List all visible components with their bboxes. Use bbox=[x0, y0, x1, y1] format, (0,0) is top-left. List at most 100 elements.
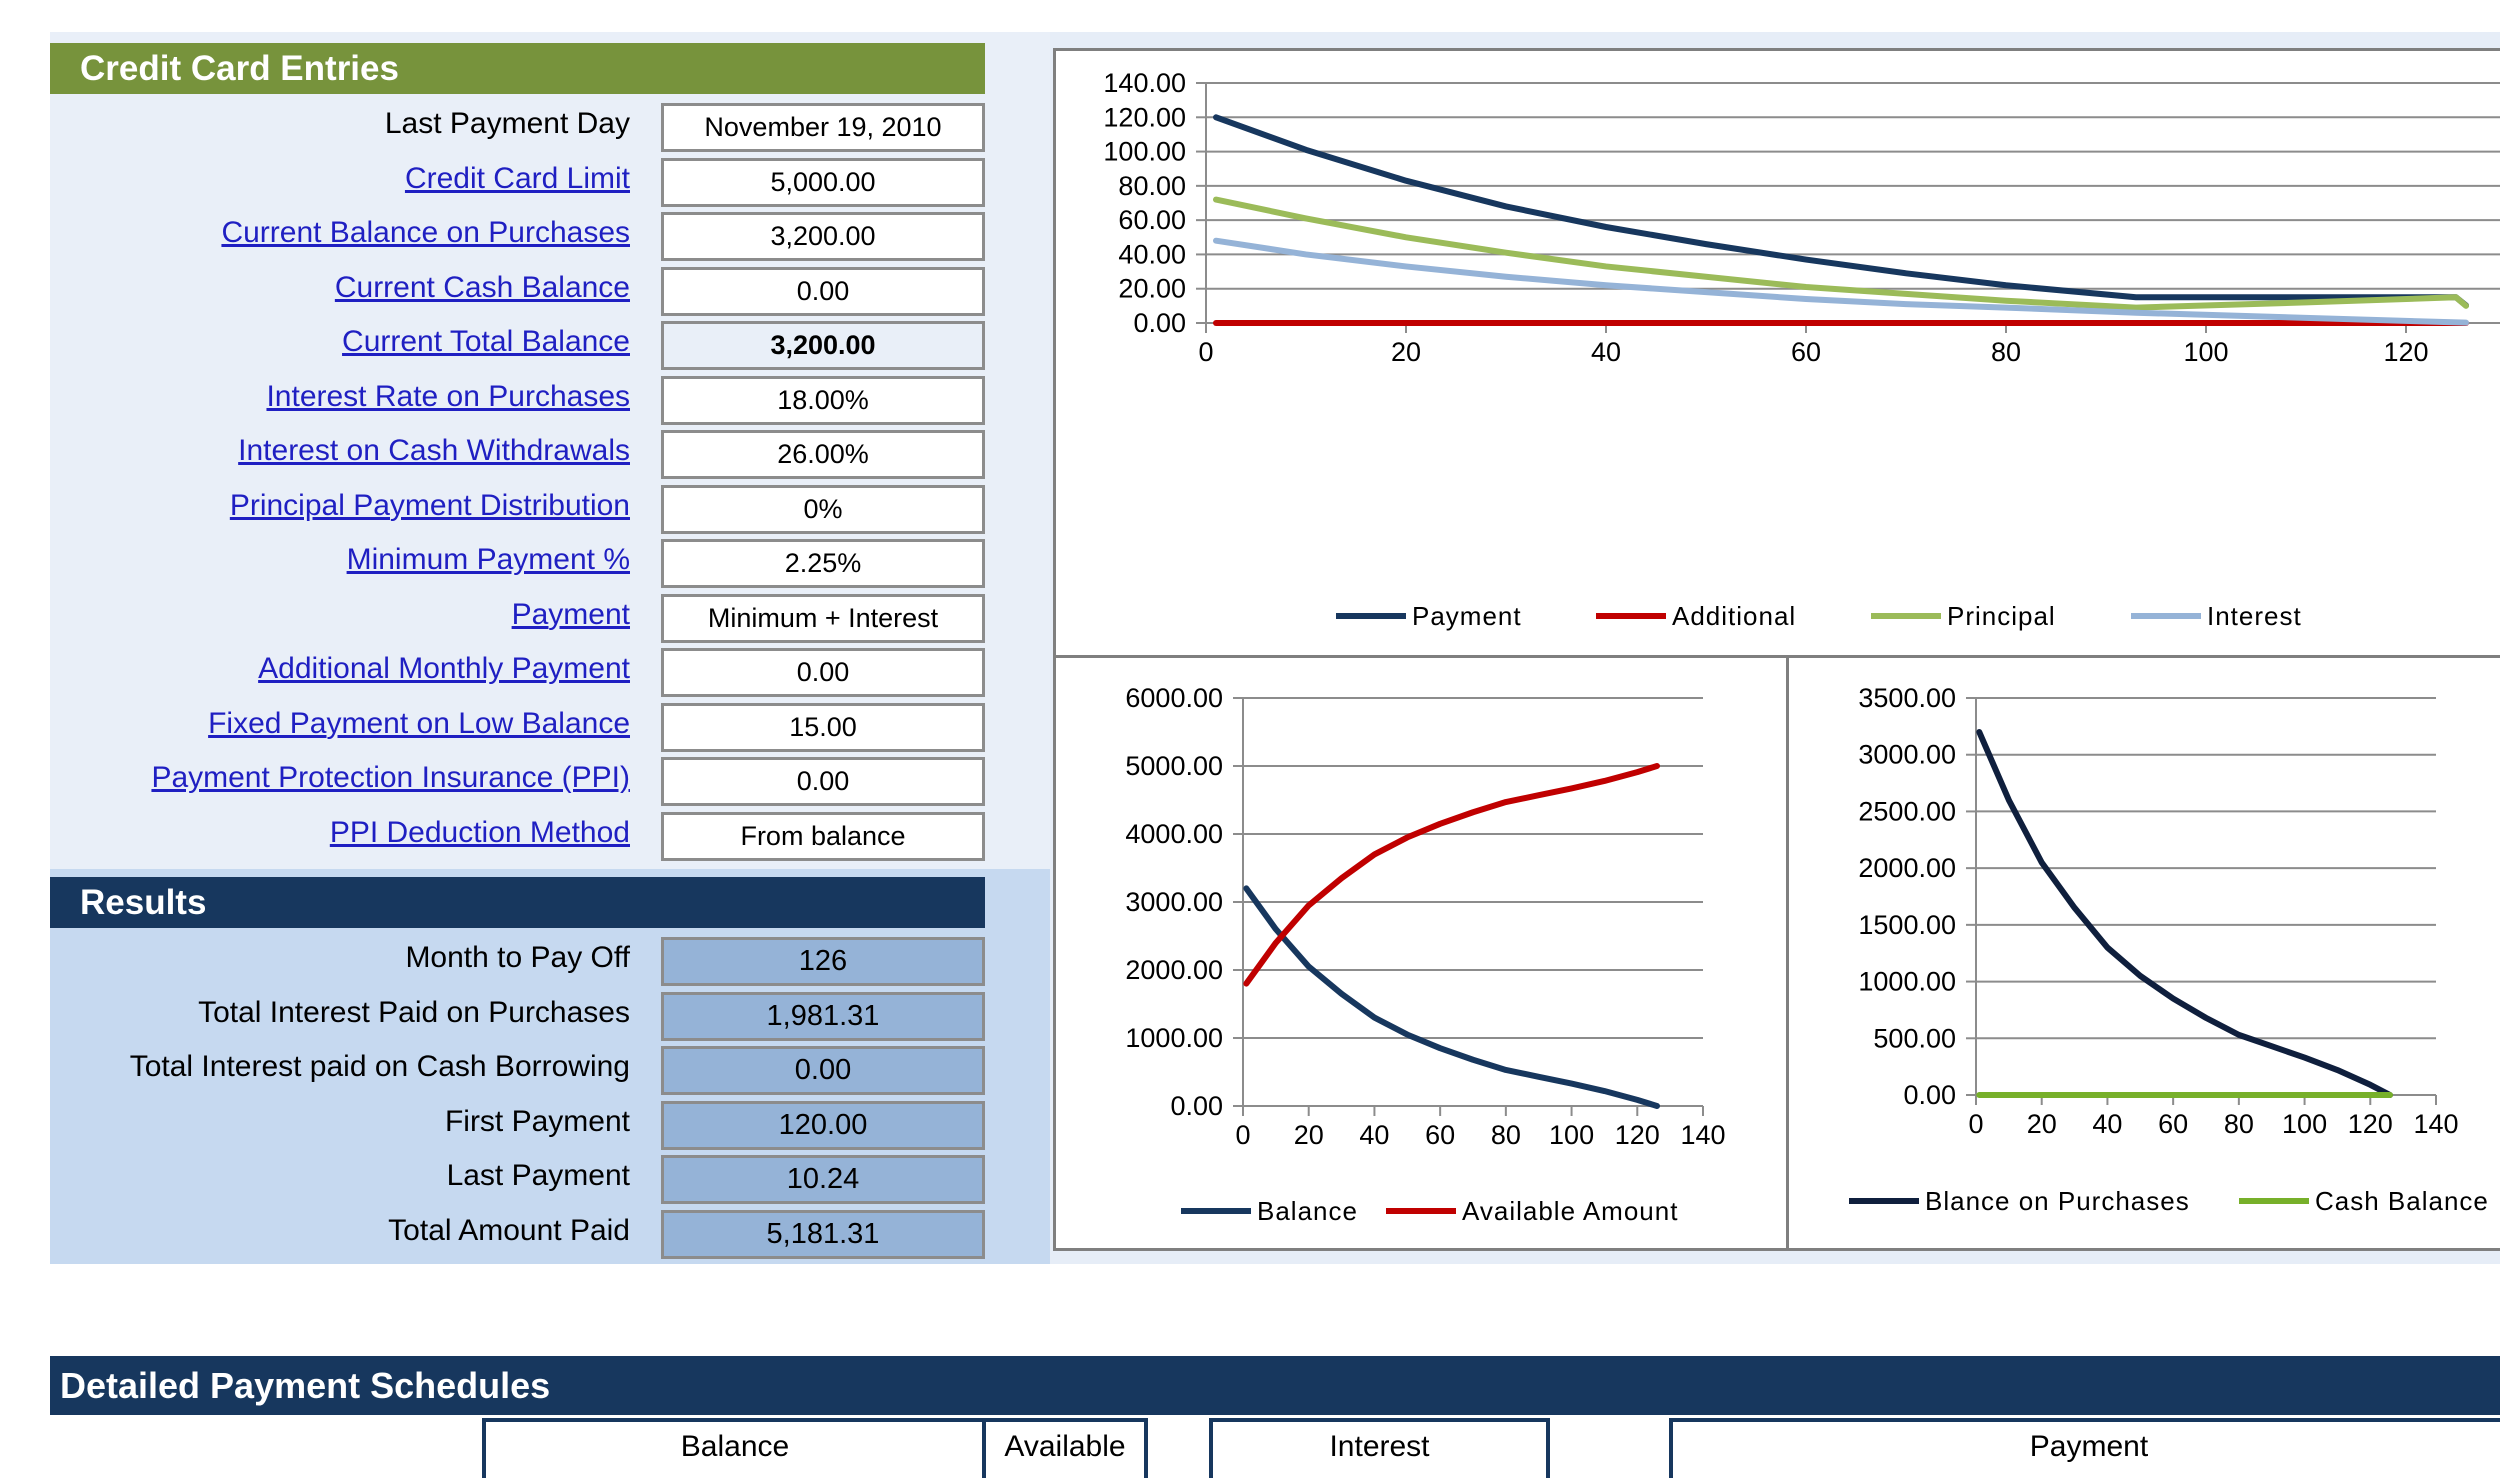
balance-available-chart: 0.00 1000.00 2000.00 3000.00 4000.00 5000.00 6… bbox=[1125, 683, 1725, 1226]
purchases-cash-chart: 0.00 500.00 1000.00 1500.00 2000.00 2500.00 30… bbox=[1849, 683, 2489, 1216]
result-label: First Payment bbox=[444, 1104, 630, 1138]
legend-label: Payment bbox=[1412, 601, 1522, 631]
entry-value-field[interactable]: 0.00 bbox=[661, 648, 985, 697]
legend-label: Blance on Purchases bbox=[1925, 1186, 2190, 1216]
y-tick-label: 6000.00 bbox=[1125, 683, 1223, 713]
result-label: Total Interest paid on Cash Borrowing bbox=[129, 1050, 630, 1083]
x-tick-label: 80 bbox=[2224, 1109, 2254, 1139]
entry-label[interactable]: Fixed Payment on Low Balance bbox=[208, 706, 630, 740]
schedule-section-header: Detailed Payment Schedules bbox=[50, 1356, 2500, 1415]
schedule-column-payment[interactable]: Payment bbox=[1669, 1418, 2500, 1478]
schedule-column-interest[interactable]: Interest bbox=[1209, 1418, 1550, 1478]
entry-label: Last Payment Day bbox=[384, 107, 630, 140]
schedule-column-available[interactable]: Available bbox=[982, 1418, 1148, 1478]
purchases-cash-chart-panel: 0.00 500.00 1000.00 1500.00 2000.00 2500.00 30… bbox=[1786, 655, 2500, 1251]
x-tick-label: 80 bbox=[1991, 337, 2021, 367]
legend-label: Principal bbox=[1947, 601, 2056, 631]
entry-value-field[interactable]: 0.00 bbox=[661, 757, 985, 806]
x-tick-label: 60 bbox=[1425, 1120, 1455, 1150]
entry-value-field[interactable]: 0% bbox=[661, 484, 985, 534]
y-tick-label: 40.00 bbox=[1118, 239, 1186, 269]
y-tick-label: 140.00 bbox=[1103, 68, 1186, 98]
x-tick-label: 40 bbox=[1359, 1120, 1389, 1150]
entry-label[interactable]: Current Balance on Purchases bbox=[221, 216, 630, 249]
series-line-balance bbox=[1243, 885, 1660, 1109]
series-line-payment bbox=[1213, 114, 2469, 309]
x-tick-label: 20 bbox=[1391, 337, 1421, 367]
x-tick-label: 120 bbox=[2383, 337, 2428, 367]
result-value: 120.00 bbox=[661, 1100, 985, 1150]
entry-label[interactable]: Interest on Cash Withdrawals bbox=[238, 434, 630, 467]
y-tick-label: 0.00 bbox=[1903, 1080, 1956, 1110]
entry-label[interactable]: Minimum Payment % bbox=[346, 543, 630, 576]
entry-label[interactable]: Current Cash Balance bbox=[334, 270, 630, 304]
y-tick-label: 120.00 bbox=[1103, 102, 1186, 132]
payment-breakdown-chart: 0.00 20.00 40.00 60.00 80.00 100.00 120.00 140.… bbox=[1103, 68, 2500, 631]
entry-value-field[interactable]: 2.25% bbox=[661, 539, 985, 588]
x-tick-label: 60 bbox=[1791, 337, 1821, 367]
y-tick-label: 2000.00 bbox=[1125, 955, 1223, 985]
x-tick-label: 120 bbox=[1615, 1120, 1660, 1150]
entry-value-field[interactable]: 5,000.00 bbox=[661, 157, 985, 207]
result-label: Total Interest Paid on Purchases bbox=[198, 995, 630, 1029]
x-tick-label: 20 bbox=[1294, 1120, 1324, 1150]
entry-label[interactable]: Principal Payment Distribution bbox=[229, 488, 630, 522]
entry-value-field[interactable]: Minimum + Interest bbox=[661, 593, 985, 643]
y-tick-label: 5000.00 bbox=[1125, 751, 1223, 781]
x-tick-label: 40 bbox=[1591, 337, 1621, 367]
legend-label: Cash Balance bbox=[2315, 1186, 2489, 1216]
y-tick-label: 2000.00 bbox=[1858, 853, 1956, 883]
results-section-header: Results bbox=[50, 877, 985, 928]
y-tick-label: 0.00 bbox=[1133, 308, 1186, 338]
series-line-interest bbox=[1213, 237, 2469, 326]
y-tick-label: 0.00 bbox=[1170, 1091, 1223, 1121]
entry-value-field[interactable]: 15.00 bbox=[661, 702, 985, 752]
series-line-blance-on-purchases bbox=[1976, 729, 2393, 1098]
result-label: Last Payment bbox=[446, 1159, 630, 1192]
x-tick-label: 100 bbox=[2282, 1109, 2327, 1139]
y-tick-label: 100.00 bbox=[1103, 137, 1186, 167]
entry-label[interactable]: Payment bbox=[511, 597, 630, 631]
legend-label: Available Amount bbox=[1462, 1196, 1678, 1226]
entry-value-field[interactable]: 18.00% bbox=[661, 375, 985, 425]
entry-value-field[interactable]: 0.00 bbox=[661, 266, 985, 316]
y-tick-label: 500.00 bbox=[1873, 1023, 1956, 1053]
result-label: Month to Pay Off bbox=[405, 941, 630, 974]
x-tick-label: 0 bbox=[1968, 1109, 1983, 1139]
y-tick-label: 3500.00 bbox=[1858, 683, 1956, 713]
legend-label: Interest bbox=[2207, 601, 2302, 631]
schedule-column-balance[interactable]: Balance bbox=[482, 1418, 988, 1478]
entry-value-field[interactable]: 26.00% bbox=[661, 430, 985, 479]
result-value: 5,181.31 bbox=[661, 1209, 985, 1259]
x-tick-label: 80 bbox=[1491, 1120, 1521, 1150]
y-tick-label: 80.00 bbox=[1118, 171, 1186, 201]
entry-label[interactable]: Interest Rate on Purchases bbox=[266, 379, 630, 413]
y-tick-label: 20.00 bbox=[1118, 274, 1186, 304]
series-line-available-amount bbox=[1243, 763, 1660, 987]
y-tick-label: 4000.00 bbox=[1125, 819, 1223, 849]
payment-chart-panel: 0.00 20.00 40.00 60.00 80.00 100.00 120.00 140.… bbox=[1053, 48, 2500, 658]
entry-label[interactable]: PPI Deduction Method bbox=[329, 815, 630, 849]
entries-section-header: Credit Card Entries bbox=[50, 43, 985, 94]
entry-label[interactable]: Payment Protection Insurance (PPI) bbox=[151, 761, 630, 794]
x-tick-label: 0 bbox=[1198, 337, 1213, 367]
series-line-principal bbox=[1213, 196, 2469, 311]
x-tick-label: 20 bbox=[2027, 1109, 2057, 1139]
entry-value-field[interactable]: November 19, 2010 bbox=[661, 103, 985, 152]
entry-label[interactable]: Additional Monthly Payment bbox=[258, 652, 630, 685]
result-value: 0.00 bbox=[661, 1046, 985, 1095]
entry-label[interactable]: Current Total Balance bbox=[342, 325, 630, 358]
y-tick-label: 60.00 bbox=[1118, 205, 1186, 235]
result-value: 126 bbox=[661, 937, 985, 986]
y-tick-label: 1000.00 bbox=[1858, 967, 1956, 997]
legend-label: Balance bbox=[1257, 1196, 1358, 1226]
x-tick-label: 100 bbox=[2183, 337, 2228, 367]
entry-label[interactable]: Credit Card Limit bbox=[404, 161, 630, 195]
x-tick-label: 120 bbox=[2348, 1109, 2393, 1139]
legend-label: Additional bbox=[1672, 601, 1796, 631]
x-tick-label: 40 bbox=[2092, 1109, 2122, 1139]
entry-value-field[interactable]: 3,200.00 bbox=[661, 212, 985, 261]
y-tick-label: 3000.00 bbox=[1125, 887, 1223, 917]
x-tick-label: 140 bbox=[2413, 1109, 2458, 1139]
entry-value-field[interactable]: From balance bbox=[661, 811, 985, 861]
